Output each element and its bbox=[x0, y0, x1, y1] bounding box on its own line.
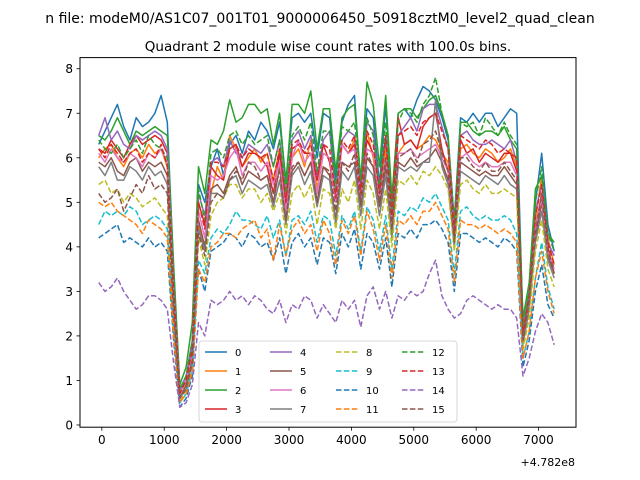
series-layer bbox=[97, 76, 555, 408]
legend-label-14: 14 bbox=[432, 386, 445, 397]
legend-label-7: 7 bbox=[300, 405, 306, 416]
y-tick-label: 4 bbox=[65, 240, 73, 254]
suptitle: n file: modeM0/AS1C07_001T01_9000006450_… bbox=[45, 11, 594, 27]
y-tick-label: 2 bbox=[65, 329, 73, 343]
legend-label-15: 15 bbox=[432, 405, 445, 416]
y-axis: 0 1 2 3 4 5 6 7 8 bbox=[65, 62, 80, 432]
y-tick-label: 0 bbox=[65, 418, 73, 432]
legend-label-10: 10 bbox=[366, 386, 379, 397]
x-tick-label: 0 bbox=[98, 433, 106, 447]
legend-label-9: 9 bbox=[366, 367, 372, 378]
legend-label-2: 2 bbox=[235, 386, 241, 397]
chart-title: Quadrant 2 module wise count rates with … bbox=[145, 39, 511, 55]
series-line-14 bbox=[98, 259, 555, 408]
x-tick-label: 7000 bbox=[523, 433, 554, 447]
plot-frame bbox=[79, 57, 577, 428]
legend-label-0: 0 bbox=[235, 348, 241, 359]
x-tick-label: 3000 bbox=[274, 433, 305, 447]
legend-label-11: 11 bbox=[366, 405, 379, 416]
y-tick-label: 3 bbox=[65, 285, 73, 299]
x-offset-label: +4.782e8 bbox=[521, 456, 575, 469]
series-line-11 bbox=[98, 201, 555, 404]
legend-label-6: 6 bbox=[300, 386, 306, 397]
y-tick-label: 1 bbox=[65, 374, 73, 388]
series-line-15 bbox=[98, 130, 555, 400]
series-line-8 bbox=[98, 165, 555, 404]
y-tick-label: 6 bbox=[65, 151, 73, 165]
series-line-6 bbox=[98, 139, 555, 395]
series-line-13 bbox=[98, 112, 555, 395]
x-tick-label: 6000 bbox=[461, 433, 492, 447]
x-tick-label: 5000 bbox=[399, 433, 430, 447]
legend-box bbox=[198, 340, 458, 423]
x-tick-label: 2000 bbox=[211, 433, 242, 447]
legend-label-1: 1 bbox=[235, 367, 241, 378]
y-tick-label: 8 bbox=[65, 62, 73, 76]
legend-label-8: 8 bbox=[366, 348, 372, 359]
series-line-7 bbox=[98, 99, 555, 400]
legend-label-4: 4 bbox=[300, 348, 306, 359]
x-tick-label: 1000 bbox=[149, 433, 180, 447]
legend-label-5: 5 bbox=[300, 367, 306, 378]
legend-label-12: 12 bbox=[432, 348, 445, 359]
x-tick-label: 4000 bbox=[336, 433, 367, 447]
x-axis: 0 1000 2000 3000 4000 5000 6000 7000 bbox=[98, 427, 554, 447]
y-tick-label: 7 bbox=[65, 107, 73, 121]
legend-label-13: 13 bbox=[432, 367, 445, 378]
y-tick-label: 5 bbox=[65, 196, 73, 210]
legend-label-3: 3 bbox=[235, 405, 241, 416]
series-line-9 bbox=[98, 192, 555, 404]
